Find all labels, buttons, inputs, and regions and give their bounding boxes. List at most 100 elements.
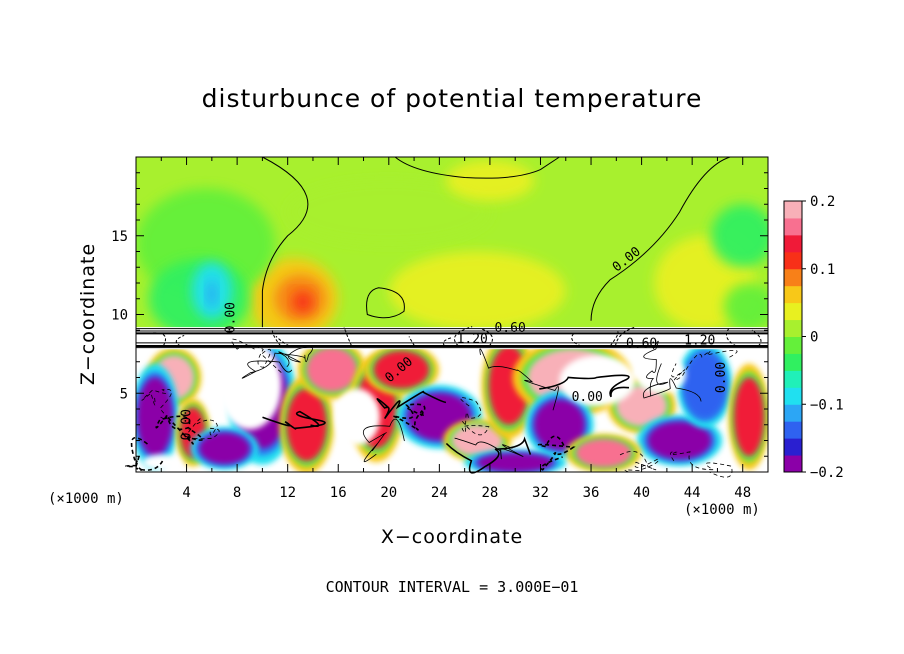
band-contour	[571, 332, 582, 347]
band-contour	[609, 331, 619, 347]
band-contour	[442, 337, 453, 347]
contour-line	[376, 390, 446, 419]
x-tick-label: 40	[633, 485, 650, 501]
field-blob	[733, 377, 765, 457]
colorbar-segment	[784, 336, 802, 354]
x-tick-label: 24	[431, 485, 448, 501]
contour-line	[392, 403, 426, 431]
contour-line	[454, 437, 524, 460]
upper-field	[136, 157, 768, 330]
field-blob	[306, 348, 358, 392]
neutral-region	[218, 348, 282, 430]
contour-line	[155, 414, 204, 445]
contour-line	[125, 437, 164, 471]
zero-contour	[366, 287, 405, 319]
x-tick-label: 36	[583, 485, 600, 501]
colorbar-segment	[784, 404, 802, 422]
contour-line	[141, 388, 172, 420]
colorbar-segment	[784, 319, 802, 337]
contour-line	[671, 350, 738, 381]
x-axis-ticks: 4 8 12 16 20 24 28 32 36 40 44 48	[160, 157, 751, 501]
x-axis-label: X−coordinate	[380, 526, 524, 548]
y-tick-label: 5	[120, 386, 128, 402]
colorbar-segment	[784, 370, 802, 388]
colorbar-segment	[784, 353, 802, 371]
contour-lines	[125, 156, 738, 478]
contour-line	[278, 346, 313, 368]
colorbar-segment	[784, 438, 802, 456]
neutral-region	[559, 355, 636, 406]
inversion-band	[136, 326, 768, 350]
y-tick-label: 10	[111, 308, 128, 324]
contour-line	[363, 418, 405, 463]
contour-label: 0.00	[714, 362, 729, 393]
x-unit-right: (×1000 m)	[684, 502, 760, 518]
contour-line	[262, 410, 326, 430]
field-blob	[373, 350, 430, 389]
band-contour	[614, 327, 635, 347]
colorbar-tick-label: −0.1	[810, 397, 844, 413]
contour-line	[619, 451, 659, 473]
x-tick-label: 12	[279, 485, 296, 501]
field-blob	[287, 180, 490, 244]
contour-label: 0.00	[572, 390, 603, 405]
band-contour	[725, 328, 737, 347]
x-unit-left: (×1000 m)	[48, 491, 124, 507]
contour-line	[241, 352, 306, 379]
contour-line	[539, 374, 630, 398]
band-contour	[751, 329, 762, 347]
field-blob	[199, 432, 250, 465]
colorbar-segment	[784, 217, 802, 236]
x-tick-label: 44	[684, 485, 701, 501]
contour-line	[445, 436, 532, 474]
contour-line	[187, 418, 220, 440]
contour-line	[670, 451, 733, 478]
field-blob	[452, 424, 503, 457]
colorbar-tick-label: −0.2	[810, 465, 844, 481]
contour-labels: 0.000.000.601.20 0.60 1.200.000.000.000.00	[179, 244, 729, 440]
band-contour	[408, 336, 416, 347]
y-tick-label: 15	[111, 229, 128, 245]
colorbar-segment	[784, 285, 802, 304]
contour-label: 0.60	[626, 337, 657, 352]
field-blob	[575, 438, 632, 468]
field-blob	[647, 421, 712, 460]
zero-contour	[590, 156, 731, 321]
colorbar-segment	[784, 234, 802, 253]
contour-line	[460, 397, 490, 436]
band-contour	[175, 334, 185, 347]
band-contour	[271, 328, 282, 347]
contour-line	[538, 435, 576, 471]
field-blob	[137, 377, 173, 457]
colorbar-tick-label: 0	[810, 330, 818, 346]
x-tick-label: 16	[330, 485, 347, 501]
contour-label: 0.60	[494, 321, 525, 336]
zero-contour	[261, 156, 309, 328]
x-tick-label: 8	[233, 485, 241, 501]
y-axis-ticks: 5 10 15	[111, 172, 768, 457]
contour-interval-note: CONTOUR INTERVAL = 3.000E−01	[325, 578, 579, 596]
field-blob	[445, 160, 535, 202]
band-contour	[454, 326, 473, 347]
field-blob	[711, 204, 768, 268]
colorbar-segment	[784, 421, 802, 439]
colorbar: 0.2 0.1 0 −0.1 −0.2	[783, 194, 844, 481]
field-blob	[206, 279, 217, 309]
field-blob	[684, 353, 726, 417]
neutral-region	[635, 355, 686, 394]
field-blob	[723, 283, 768, 330]
contour-label: 1.20	[457, 332, 488, 347]
y-axis-label: Z−coordinate	[77, 242, 99, 386]
band-contour	[480, 328, 493, 347]
contour-line	[479, 348, 559, 411]
field-blob	[534, 399, 585, 450]
field-blob	[616, 385, 667, 427]
contour-label: 1.20	[684, 333, 715, 348]
contour-label: 0.00	[224, 302, 239, 333]
neutral-region	[334, 388, 380, 446]
contour-line	[642, 363, 702, 402]
field-blob	[388, 251, 566, 330]
colorbar-segment	[784, 455, 802, 473]
x-tick-label: 4	[182, 485, 190, 501]
